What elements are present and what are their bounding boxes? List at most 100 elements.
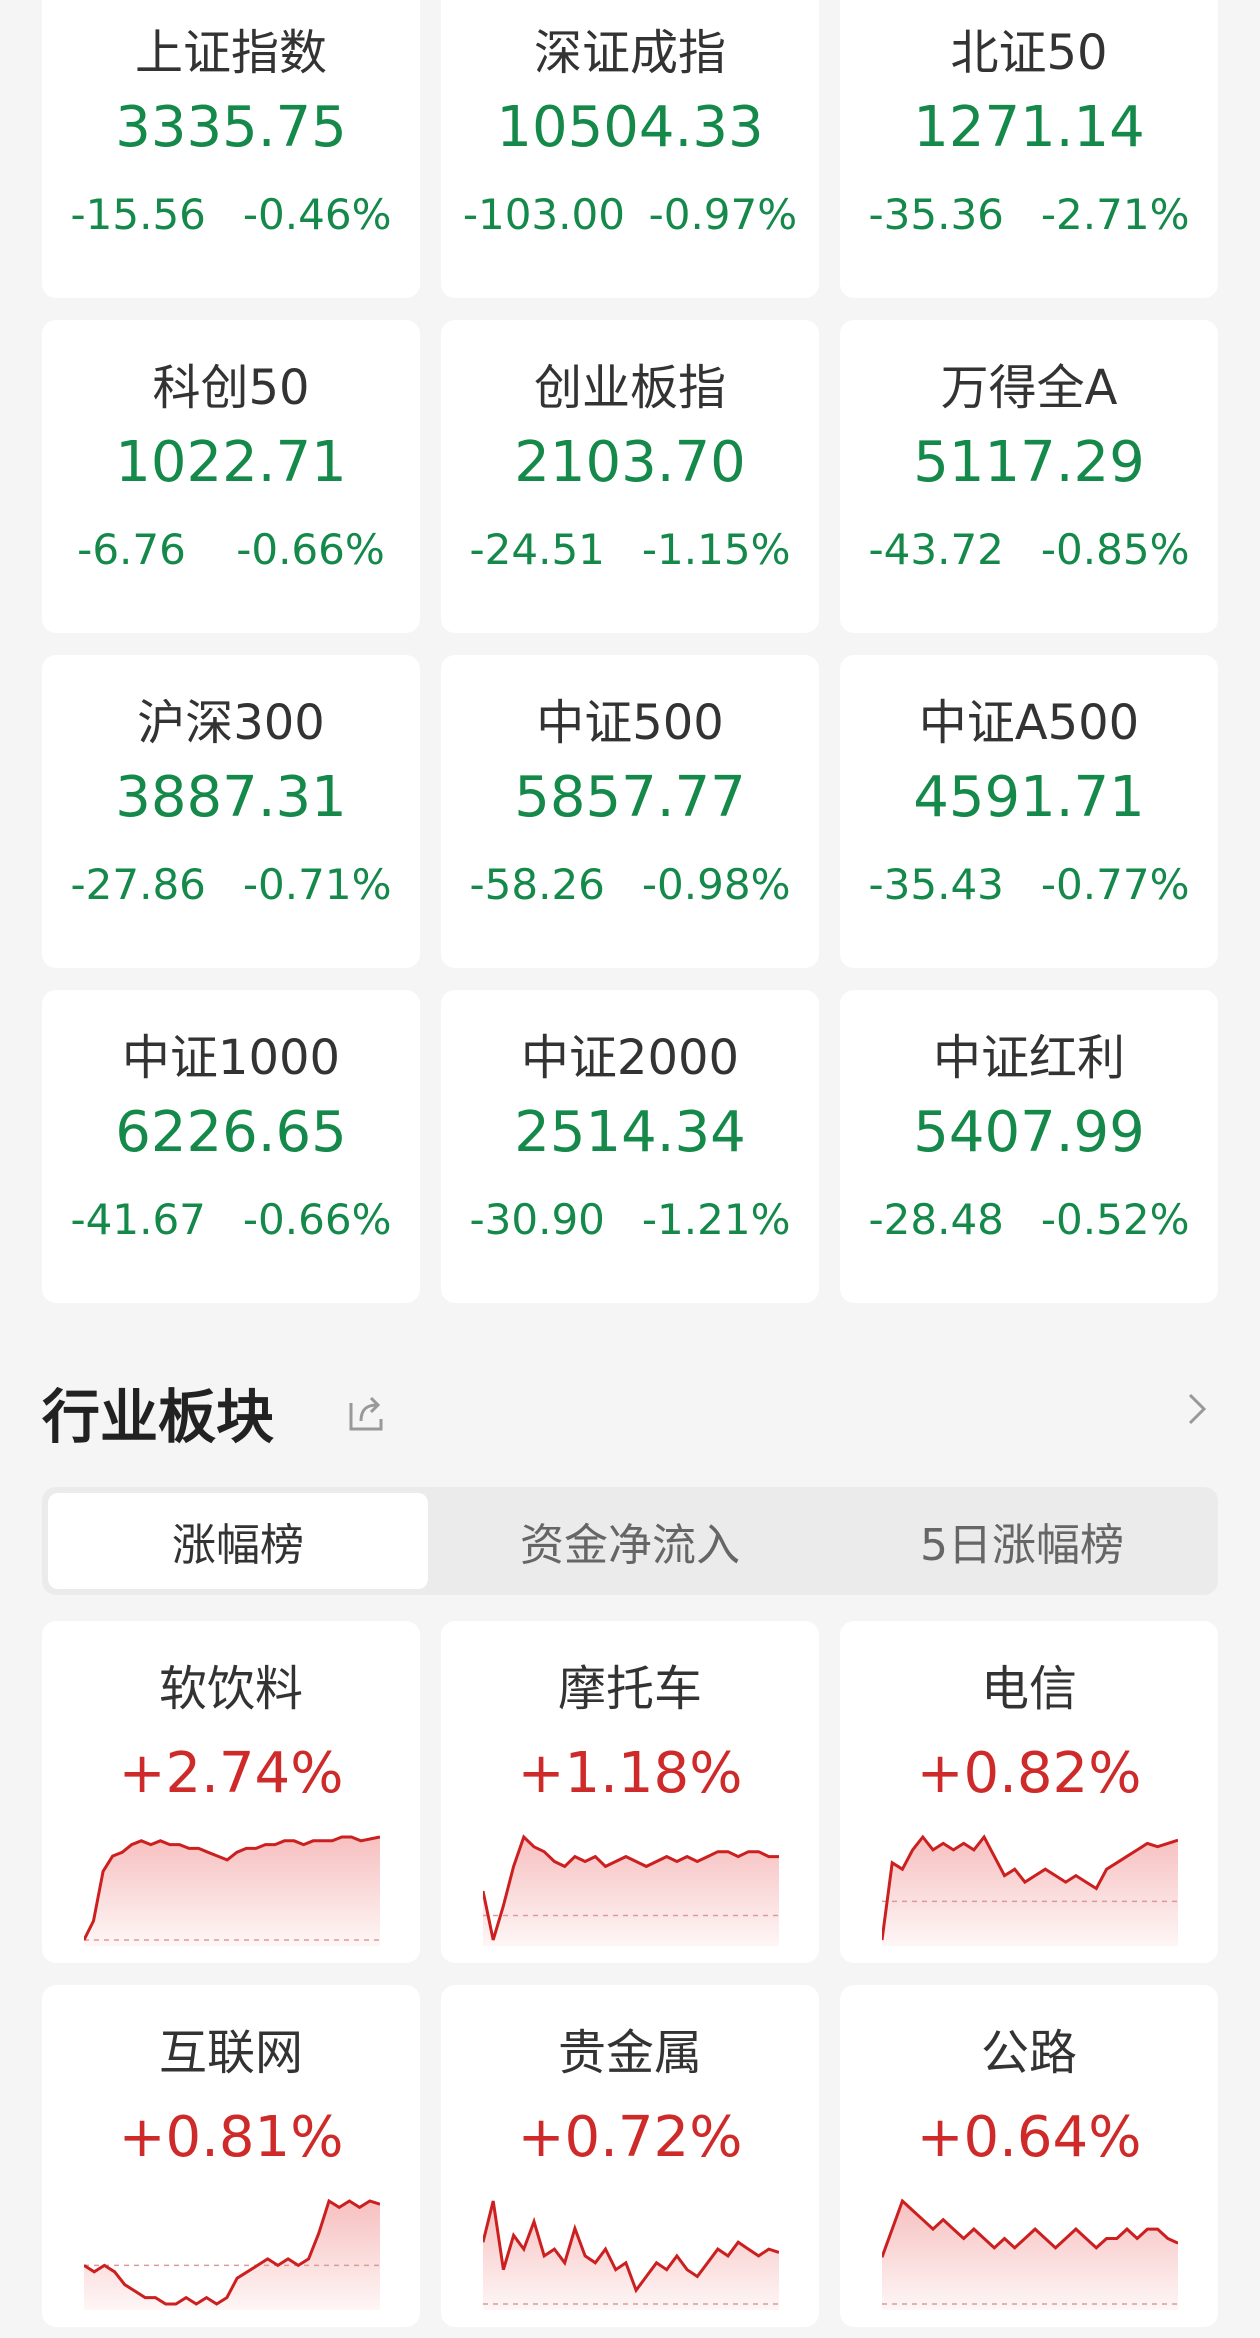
index-price: 3335.75: [115, 95, 347, 160]
sparkline-area: [84, 2201, 380, 2310]
index-name: 沪深300: [137, 695, 325, 751]
sector-name: 电信: [980, 1661, 1077, 1717]
sector-grid: 软饮料 +2.74% 摩托车 +1.18% 电信 +0.82% 互联网 +0.81% 贵…: [42, 1621, 1218, 2327]
sector-name: 公路: [980, 2025, 1077, 2081]
sector-pct: +0.64%: [916, 2105, 1142, 2170]
sector-pct: +0.72%: [517, 2105, 743, 2170]
sparkline: [483, 1834, 779, 1946]
index-name: 中证1000: [121, 1030, 341, 1086]
chevron-right-icon[interactable]: [1182, 1389, 1212, 1429]
index-name: 中证A500: [918, 695, 1140, 751]
index-pct: -0.66%: [242, 1195, 392, 1244]
index-name: 北证50: [950, 25, 1108, 81]
sparkline-line: [882, 2198, 1178, 2258]
index-pct: -0.98%: [641, 860, 791, 909]
index-change: -30.90: [469, 1195, 605, 1244]
index-change: -103.00: [462, 190, 625, 239]
index-change: -58.26: [469, 860, 605, 909]
index-price: 3887.31: [115, 765, 347, 830]
sparkline-area: [84, 1837, 380, 1946]
sector-pct: +1.18%: [517, 1741, 743, 1806]
sparkline-area: [483, 2201, 779, 2310]
index-price: 2514.34: [514, 1100, 746, 1165]
index-card[interactable]: 创业板指 2103.70 -24.51 -1.15%: [441, 320, 819, 633]
sparkline-area: [882, 2201, 1178, 2310]
index-name: 中证500: [536, 695, 724, 751]
sector-name: 摩托车: [557, 1661, 702, 1717]
index-price: 10504.33: [496, 95, 764, 160]
index-pct: -0.85%: [1040, 525, 1190, 574]
index-price: 2103.70: [514, 430, 746, 495]
index-card[interactable]: 万得全A 5117.29 -43.72 -0.85%: [840, 320, 1218, 633]
sector-card[interactable]: 公路 +0.64%: [840, 1985, 1218, 2327]
sector-card[interactable]: 互联网 +0.81%: [42, 1985, 420, 2327]
index-card[interactable]: 沪深300 3887.31 -27.86 -0.71%: [42, 655, 420, 968]
index-pct: -2.71%: [1040, 190, 1190, 239]
index-price: 1271.14: [913, 95, 1145, 160]
index-change: -24.51: [469, 525, 605, 574]
index-pct: -0.77%: [1040, 860, 1190, 909]
sparkline-area: [882, 1837, 1178, 1946]
index-card[interactable]: 深证成指 10504.33 -103.00 -0.97%: [441, 0, 819, 298]
index-card[interactable]: 中证2000 2514.34 -30.90 -1.21%: [441, 990, 819, 1303]
index-change: -35.36: [868, 190, 1004, 239]
section-header: 行业板块: [42, 1365, 1218, 1451]
index-pct: -0.46%: [242, 190, 392, 239]
sparkline-line: [84, 2198, 380, 2306]
index-card[interactable]: 中证A500 4591.71 -35.43 -0.77%: [840, 655, 1218, 968]
index-card[interactable]: 北证50 1271.14 -35.36 -2.71%: [840, 0, 1218, 298]
index-price: 5857.77: [514, 765, 746, 830]
index-price: 5407.99: [913, 1100, 1145, 1165]
section-title: 行业板块: [42, 1383, 275, 1451]
sparkline: [882, 2198, 1178, 2310]
share-icon[interactable]: [347, 1393, 387, 1433]
sector-name: 软饮料: [158, 1661, 303, 1717]
index-name: 万得全A: [940, 360, 1118, 416]
index-name: 上证指数: [134, 25, 327, 81]
index-change: -28.48: [868, 1195, 1004, 1244]
index-name: 中证红利: [932, 1030, 1125, 1086]
index-card[interactable]: 上证指数 3335.75 -15.56 -0.46%: [42, 0, 420, 298]
index-card[interactable]: 中证500 5857.77 -58.26 -0.98%: [441, 655, 819, 968]
sparkline-line: [84, 1835, 380, 1941]
sector-card[interactable]: 贵金属 +0.72%: [441, 1985, 819, 2327]
sector-pct: +0.81%: [118, 2105, 344, 2170]
tab-1[interactable]: 资金净流入: [520, 1520, 740, 1571]
sector-card[interactable]: 软饮料 +2.74%: [42, 1621, 420, 1963]
tab-2[interactable]: 5日涨幅榜: [920, 1520, 1124, 1571]
index-change: -6.76: [77, 525, 186, 574]
sparkline-line: [882, 1834, 1178, 1941]
sparkline-line: [483, 2200, 779, 2294]
index-card[interactable]: 中证1000 6226.65 -41.67 -0.66%: [42, 990, 420, 1303]
sparkline-line: [483, 1834, 779, 1941]
sector-pct: +2.74%: [118, 1741, 344, 1806]
index-card[interactable]: 科创50 1022.71 -6.76 -0.66%: [42, 320, 420, 633]
tab-0[interactable]: 涨幅榜: [48, 1493, 428, 1589]
index-price: 6226.65: [115, 1100, 347, 1165]
sparkline: [483, 2200, 779, 2310]
index-pct: -0.66%: [236, 525, 385, 574]
index-pct: -1.21%: [641, 1195, 791, 1244]
sector-card[interactable]: 摩托车 +1.18%: [441, 1621, 819, 1963]
index-name: 中证2000: [520, 1030, 740, 1086]
sparkline: [84, 1835, 380, 1946]
index-name: 科创50: [152, 360, 310, 416]
index-change: -35.43: [868, 860, 1004, 909]
index-grid: 上证指数 3335.75 -15.56 -0.46% 深证成指 10504.33 -…: [42, 0, 1218, 1303]
index-price: 5117.29: [913, 430, 1145, 495]
index-change: -43.72: [868, 525, 1004, 574]
sparkline: [84, 2198, 380, 2310]
index-name: 创业板指: [533, 360, 726, 416]
sector-card[interactable]: 电信 +0.82%: [840, 1621, 1218, 1963]
index-price: 1022.71: [115, 430, 347, 495]
index-pct: -0.97%: [648, 190, 798, 239]
index-card[interactable]: 中证红利 5407.99 -28.48 -0.52%: [840, 990, 1218, 1303]
sector-tabs: 涨幅榜 资金净流入 5日涨幅榜: [42, 1487, 1218, 1595]
index-pct: -0.71%: [242, 860, 392, 909]
index-pct: -0.52%: [1040, 1195, 1190, 1244]
index-price: 4591.71: [913, 765, 1145, 830]
index-pct: -1.15%: [641, 525, 791, 574]
index-change: -15.56: [70, 190, 206, 239]
sector-pct: +0.82%: [916, 1741, 1142, 1806]
index-change: -41.67: [70, 1195, 206, 1244]
